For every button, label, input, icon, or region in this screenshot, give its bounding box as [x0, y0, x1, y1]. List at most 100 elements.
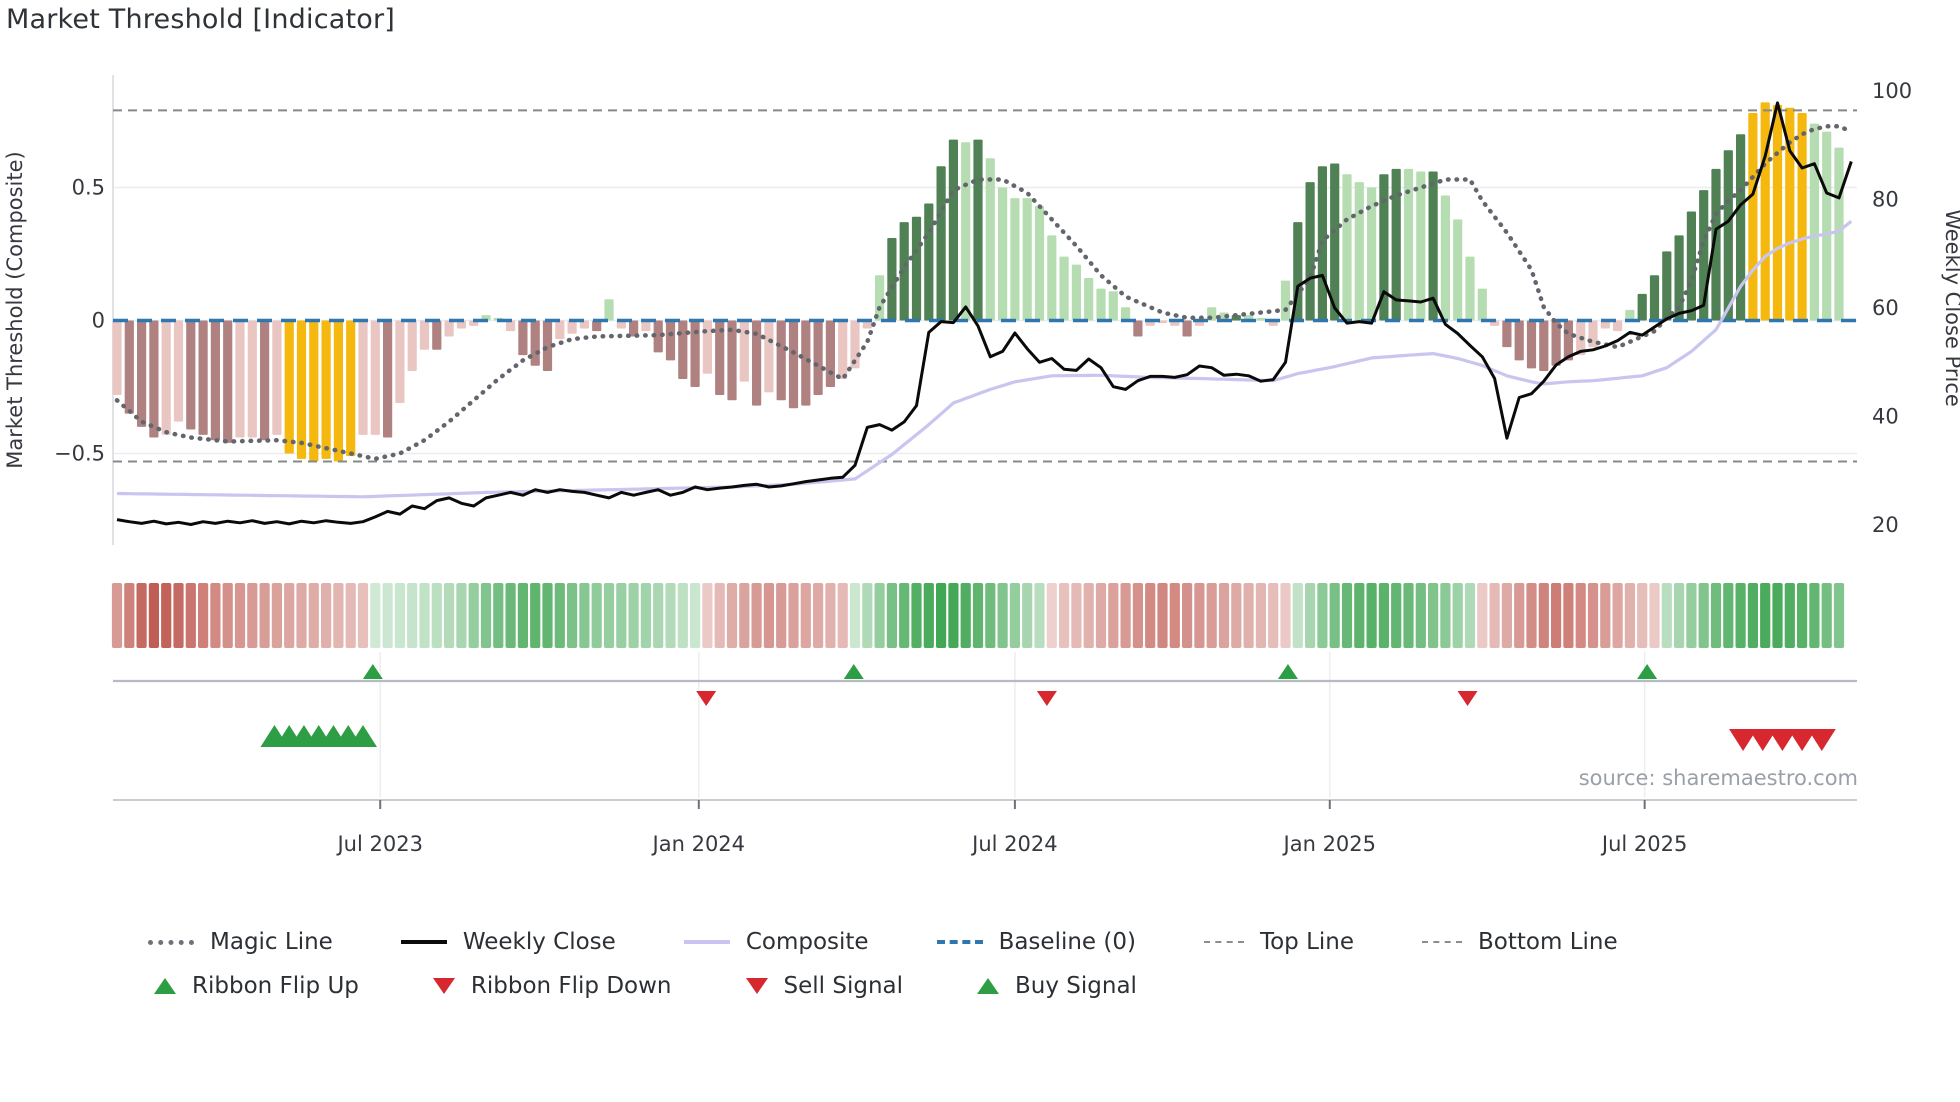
- ribbon-stripe-bullish: [690, 583, 701, 648]
- ribbon-stripe-bearish: [788, 583, 799, 648]
- left-axis-title: Market Threshold (Composite): [3, 151, 27, 469]
- threshold-bar: [1342, 174, 1352, 321]
- ribbon-stripe-bearish: [1194, 583, 1205, 648]
- ribbon-stripe-bullish: [1821, 583, 1832, 648]
- ribbon-stripe-bullish: [1378, 583, 1389, 648]
- threshold-bar: [911, 216, 922, 321]
- ribbon-stripe-bearish: [825, 583, 836, 648]
- ribbon-stripe-bullish: [591, 583, 602, 648]
- weekly-close-line: [116, 101, 1853, 526]
- page-title: Market Threshold [Indicator]: [6, 4, 396, 35]
- threshold-bar: [383, 320, 393, 438]
- legend-label: Buy Signal: [1015, 973, 1137, 999]
- threshold-bar: [1809, 123, 1819, 321]
- threshold-bar: [1551, 320, 1561, 366]
- ribbon-stripe-bullish: [677, 583, 688, 648]
- ribbon-stripe-bullish: [1772, 583, 1783, 648]
- left-axis-tick-label: −0.5: [54, 442, 105, 466]
- threshold-bar: [321, 320, 331, 459]
- threshold-bar: [1797, 113, 1807, 321]
- threshold-bar: [1514, 320, 1524, 361]
- legend-item-composite: Composite: [683, 925, 869, 959]
- threshold-bar: [358, 320, 368, 435]
- legend-label: Bottom Line: [1478, 929, 1618, 955]
- threshold-bar: [1071, 264, 1081, 321]
- ribbon-stripe-bullish: [1735, 583, 1746, 648]
- threshold-bar: [1662, 251, 1672, 321]
- x-axis-tick-label: Jul 2025: [1600, 832, 1687, 856]
- threshold-bar: [1403, 168, 1414, 321]
- legend-item-buy-signal: Buy Signal: [971, 969, 1137, 1003]
- ribbon-stripe-bullish: [1292, 583, 1303, 648]
- threshold-bar: [936, 166, 946, 321]
- threshold-bar: [223, 320, 233, 443]
- legend-row1: Magic Line Weekly Close Composite Baseline …: [148, 925, 1828, 959]
- x-axis-tick-label: Jul 2024: [970, 832, 1057, 856]
- right-axis-tick-label: 20: [1872, 513, 1899, 537]
- ribbon-stripe-bullish: [1354, 583, 1365, 648]
- ribbon-stripe-bullish: [1009, 583, 1020, 648]
- ribbon-flip-down-marker: [696, 691, 717, 706]
- ribbon-stripe-bullish: [1022, 583, 1033, 648]
- threshold-bar: [1502, 320, 1512, 348]
- legend-item-ribbon-flip-down: Ribbon Flip Down: [427, 969, 672, 1003]
- ribbon-stripe-bullish: [849, 583, 861, 648]
- ribbon-stripe-bullish: [480, 583, 492, 648]
- threshold-bar: [149, 320, 159, 438]
- weekly-close-swatch: [400, 940, 447, 944]
- ribbon-stripe-bullish: [517, 583, 528, 648]
- threshold-bar: [665, 320, 676, 361]
- threshold-bar: [1084, 277, 1094, 321]
- threshold-bar: [973, 139, 983, 321]
- threshold-bar: [1034, 206, 1045, 321]
- ribbon-stripe-bearish: [185, 583, 196, 648]
- ribbon-stripe-bullish: [997, 583, 1008, 648]
- ribbon-stripe-bearish: [1231, 583, 1242, 648]
- ribbon-stripe-bearish: [1169, 583, 1180, 648]
- threshold-bar: [124, 320, 134, 414]
- threshold-bar: [592, 320, 602, 332]
- ribbon-stripe-bearish: [751, 583, 762, 648]
- ribbon-stripe-bullish: [1317, 583, 1328, 648]
- legend: Magic Line Weekly Close Composite Baseline …: [148, 925, 1828, 1003]
- ribbon-stripe-bearish: [1083, 583, 1094, 648]
- ribbon-stripe-bearish: [1624, 583, 1635, 648]
- ribbon-stripe-bearish: [1243, 583, 1254, 648]
- ribbon-flip-up-marker: [1277, 664, 1298, 679]
- ribbon-stripe-bearish: [173, 583, 184, 648]
- market-threshold-chart: 0.5 0 −0.5 100 80 60 40 20 Jul 2023 Jan 2024 Jul 2…: [3, 75, 1960, 856]
- threshold-bar: [444, 320, 454, 337]
- threshold-bar: [1748, 113, 1758, 321]
- threshold-bar: [764, 320, 774, 393]
- signal-markers: [260, 664, 1836, 751]
- ribbon-stripe-bearish: [271, 583, 282, 648]
- threshold-bar: [112, 320, 122, 395]
- ribbon-stripe-bullish: [1428, 583, 1439, 648]
- threshold-bar: [1736, 134, 1746, 321]
- ribbon-stripe-bullish: [616, 583, 627, 648]
- ribbon-stripe-bearish: [222, 583, 233, 648]
- threshold-bar: [899, 222, 909, 321]
- right-axis-title: Weekly Close Price: [1941, 209, 1960, 407]
- triangle-down-icon: [745, 978, 768, 994]
- gridlines: [112, 75, 1857, 798]
- ribbon-flip-up-marker: [362, 664, 383, 679]
- threshold-bar: [284, 320, 294, 454]
- threshold-bar: [456, 320, 466, 329]
- threshold-bar: [788, 320, 799, 409]
- right-axis-tick-label: 100: [1872, 79, 1912, 103]
- threshold-bar: [579, 320, 589, 329]
- threshold-bar: [1391, 168, 1401, 321]
- threshold-bar: [998, 187, 1008, 321]
- left-axis-tick-label: 0.5: [72, 176, 105, 200]
- ribbon-stripe-bearish: [1575, 583, 1586, 648]
- sell-signal-marker: [1768, 729, 1797, 751]
- ribbon-stripe-bullish: [1686, 583, 1697, 648]
- legend-item-bottom-line: Bottom Line: [1422, 925, 1618, 959]
- threshold-bar: [801, 320, 811, 406]
- ribbon-stripe-bearish: [1046, 583, 1057, 648]
- threshold-bars: [112, 102, 1844, 462]
- threshold-bar: [419, 320, 430, 350]
- ribbon-stripe-bearish: [813, 583, 824, 648]
